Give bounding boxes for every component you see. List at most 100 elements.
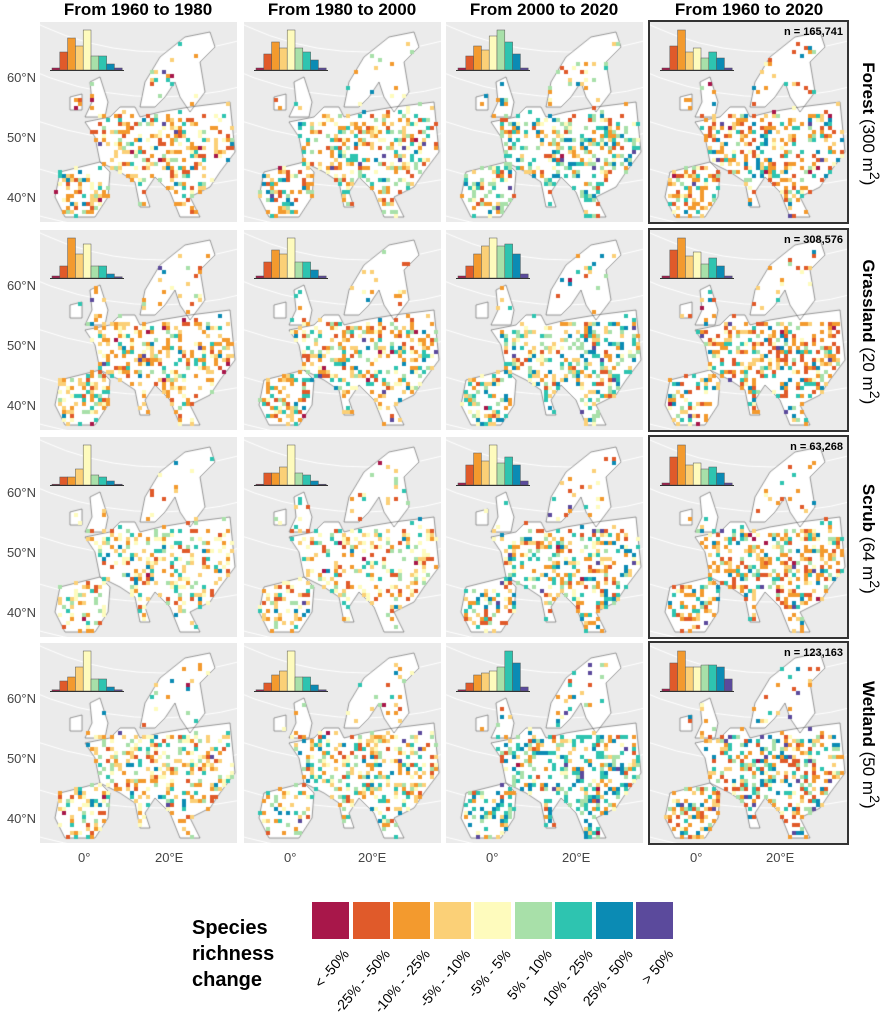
- map-panel: [446, 22, 643, 222]
- legend-swatch: [352, 902, 390, 939]
- plot-size: (300 m: [859, 118, 879, 172]
- histogram-bar: [310, 269, 319, 279]
- map-panel: [40, 437, 237, 637]
- histogram-bar: [255, 275, 265, 279]
- map-panel: n = 63,268: [648, 435, 849, 639]
- x-tick: 0°: [486, 850, 499, 865]
- histogram-bar: [465, 682, 474, 692]
- histogram-bar: [90, 265, 100, 279]
- histogram-bar: [90, 55, 100, 71]
- histogram-bar: [496, 666, 506, 692]
- histogram: [254, 444, 328, 486]
- histogram-bar: [75, 666, 84, 692]
- histogram-bar: [473, 253, 482, 279]
- histogram-bar: [263, 472, 272, 486]
- x-tick: 20°E: [562, 850, 591, 865]
- histogram-bar: [473, 45, 482, 71]
- histogram-bar: [67, 237, 76, 279]
- y-tick: 40°N: [6, 398, 36, 413]
- habitat-name: Wetland: [859, 681, 879, 747]
- legend-label: > 50%: [638, 946, 677, 987]
- histogram-bar: [716, 57, 725, 71]
- map-panel: [40, 230, 237, 430]
- histogram-bar: [677, 237, 686, 279]
- histogram-bar: [114, 689, 123, 692]
- histogram-bar: [106, 480, 115, 486]
- europe-map: [40, 437, 237, 637]
- histogram-bar: [520, 480, 529, 486]
- legend-title-line: change: [192, 969, 263, 991]
- histogram-bar: [661, 67, 671, 71]
- plot-size-exponent: 2: [865, 171, 882, 180]
- histogram-bar: [512, 464, 521, 486]
- histogram-bar: [692, 251, 702, 279]
- map-panel: [446, 230, 643, 430]
- histogram-bar: [51, 689, 61, 692]
- map-panel: [244, 437, 441, 637]
- histogram-bar: [75, 468, 84, 486]
- row-label: Scrub (64 m2): [858, 439, 882, 639]
- histogram-bar: [51, 67, 61, 71]
- legend-title-line: richness: [192, 943, 275, 965]
- histogram-bar: [716, 265, 725, 279]
- histogram-bar: [59, 265, 68, 279]
- histogram-bar: [90, 474, 100, 486]
- histogram-bar: [90, 678, 100, 692]
- histogram-bar: [496, 29, 506, 71]
- histogram-bar: [318, 67, 327, 71]
- y-tick: 50°N: [6, 545, 36, 560]
- histogram-bar: [677, 29, 686, 71]
- legend-swatch: [595, 902, 633, 939]
- histogram-bar: [504, 650, 513, 692]
- histogram-bar: [302, 261, 311, 279]
- histogram-bar: [263, 682, 272, 692]
- histogram: [456, 237, 530, 279]
- histogram-bar: [82, 29, 92, 71]
- histogram-bar: [481, 672, 490, 692]
- map-panel: n = 308,576: [648, 228, 849, 432]
- histogram-bar: [106, 686, 115, 692]
- histogram-bar: [481, 245, 490, 279]
- column-title: From 2000 to 2020: [469, 0, 619, 19]
- histogram-bar: [661, 275, 671, 279]
- histogram-bar: [82, 444, 92, 486]
- y-tick: 50°N: [6, 338, 36, 353]
- histogram-bar: [692, 47, 702, 71]
- x-tick: 0°: [690, 850, 703, 865]
- histogram: [50, 237, 124, 279]
- histogram-bar: [685, 255, 694, 279]
- histogram-bar: [271, 674, 280, 692]
- x-tick: 20°E: [155, 850, 184, 865]
- histogram-bar: [457, 689, 467, 692]
- histogram-bar: [286, 444, 296, 486]
- y-tick: 40°N: [6, 605, 36, 620]
- legend-swatch: [636, 902, 673, 939]
- legend-swatch: [555, 902, 592, 939]
- histogram-bar: [724, 275, 733, 279]
- map-panel: [244, 643, 441, 843]
- histogram: [50, 444, 124, 486]
- y-tick: 60°N: [6, 691, 36, 706]
- histogram-bar: [708, 664, 717, 692]
- histogram-bar: [310, 59, 319, 71]
- histogram-bar: [310, 684, 319, 692]
- histogram-bar: [59, 476, 68, 486]
- histogram-bar: [271, 249, 280, 279]
- row-label: Wetland (50 m2): [858, 645, 882, 845]
- histogram-bar: [724, 482, 733, 486]
- histogram-bar: [692, 462, 702, 486]
- histogram-bar: [294, 676, 304, 692]
- habitat-name: Forest: [859, 62, 879, 115]
- histogram-bar: [473, 674, 482, 692]
- histogram-bar: [98, 265, 107, 279]
- map-panel: [40, 22, 237, 222]
- histogram-bar: [279, 466, 288, 486]
- histogram-bar: [51, 275, 61, 279]
- histogram-bar: [106, 63, 115, 71]
- histogram-bar: [512, 53, 521, 71]
- histogram: [456, 29, 530, 71]
- y-tick: 60°N: [6, 70, 36, 85]
- histogram-bar: [286, 29, 296, 71]
- histogram-bar: [465, 265, 474, 279]
